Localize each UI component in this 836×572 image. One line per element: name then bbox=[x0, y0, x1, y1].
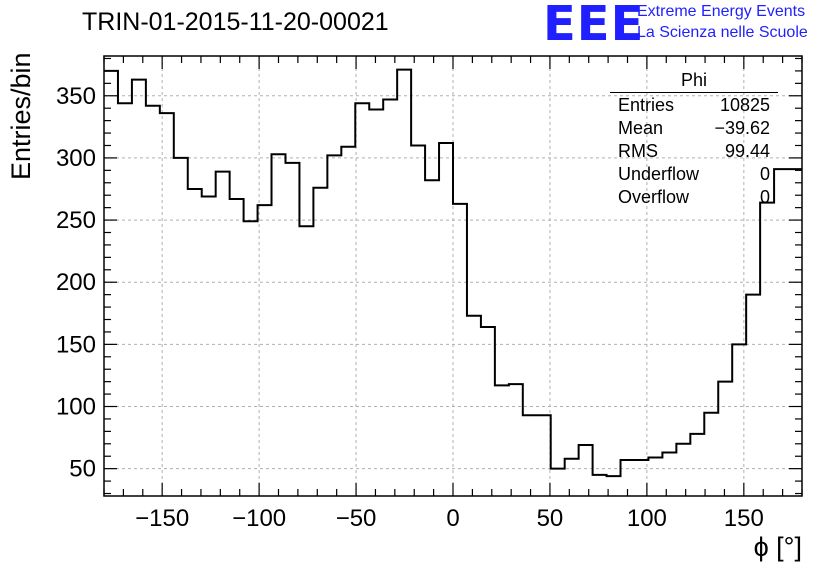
histogram-bin bbox=[425, 180, 439, 496]
histogram-bin bbox=[313, 188, 327, 496]
histogram-bin bbox=[411, 145, 425, 496]
y-tick-label: 300 bbox=[56, 145, 96, 172]
y-tick-label: 200 bbox=[56, 269, 96, 296]
x-tick-label: 0 bbox=[446, 505, 459, 532]
x-tick-label: 50 bbox=[537, 505, 564, 532]
logo-line-1: Extreme Energy Events bbox=[637, 3, 806, 20]
histogram-bin bbox=[202, 196, 216, 496]
histogram-bin bbox=[132, 80, 146, 496]
chart-title: TRIN-01-2015-11-20-00021 bbox=[82, 8, 389, 36]
histogram-bin bbox=[648, 457, 662, 496]
histogram-bin bbox=[565, 459, 579, 496]
histogram-bin bbox=[160, 113, 174, 496]
histogram-bin bbox=[760, 203, 774, 496]
histogram-bin bbox=[509, 384, 523, 496]
histogram-bin bbox=[118, 103, 132, 496]
histogram-bin bbox=[327, 155, 341, 496]
y-tick-labels: 50 100 150 200 250 300 350 bbox=[56, 83, 96, 483]
histogram-bin bbox=[369, 109, 383, 496]
stats-row-mean: Mean −39.62 bbox=[610, 117, 778, 140]
histogram-bin bbox=[690, 434, 704, 496]
stats-label: RMS bbox=[618, 141, 658, 161]
histogram-bin bbox=[383, 100, 397, 496]
stats-label: Underflow bbox=[618, 164, 700, 184]
stats-row-rms: RMS 99.44 bbox=[610, 140, 778, 163]
histogram-bin bbox=[774, 169, 788, 496]
histogram-bin bbox=[537, 415, 551, 496]
histogram bbox=[104, 68, 802, 496]
x-axis-label: ϕ [°] bbox=[753, 532, 802, 562]
histogram-bin bbox=[104, 71, 118, 496]
histogram-bin bbox=[299, 226, 313, 496]
histogram-bin bbox=[146, 106, 160, 496]
stats-box: Phi Entries 10825 Mean −39.62 RMS 99.44 … bbox=[610, 70, 778, 209]
histogram-bin bbox=[481, 327, 495, 496]
histogram-bin bbox=[188, 189, 202, 496]
stats-label: Mean bbox=[618, 118, 664, 138]
axis-ticks bbox=[103, 56, 803, 496]
stats-row-overflow: Overflow 0 bbox=[610, 186, 778, 209]
histogram-bin bbox=[676, 444, 690, 496]
stats-row-underflow: Underflow 0 bbox=[610, 163, 778, 186]
eee-logo: EEE bbox=[543, 0, 645, 52]
histogram-bin bbox=[439, 143, 453, 496]
histogram-bin bbox=[355, 103, 369, 496]
y-axis-label: Entries/bin bbox=[6, 52, 36, 180]
histogram-bin bbox=[467, 316, 481, 496]
histogram-bin bbox=[662, 452, 676, 496]
histogram-bin bbox=[579, 445, 593, 496]
y-tick-label: 350 bbox=[56, 83, 96, 110]
stats-label: Overflow bbox=[618, 187, 690, 207]
histogram-bin bbox=[788, 169, 802, 496]
histogram-bin bbox=[718, 382, 732, 496]
stats-value: 0 bbox=[759, 164, 770, 184]
histogram-bin bbox=[453, 204, 467, 496]
histogram-bin bbox=[216, 172, 230, 496]
histogram-bin bbox=[258, 205, 272, 496]
histogram-bin bbox=[495, 385, 509, 496]
logo-line-2: La Scienza nelle Scuole bbox=[637, 24, 808, 41]
histogram-bin bbox=[551, 469, 565, 496]
histogram-bin bbox=[746, 295, 760, 496]
histogram-bin bbox=[174, 158, 188, 496]
x-tick-label: −150 bbox=[135, 505, 189, 532]
stats-name: Phi bbox=[610, 70, 778, 93]
histogram-line bbox=[104, 68, 802, 478]
histogram-bin bbox=[341, 147, 355, 496]
histogram-bin bbox=[704, 413, 718, 496]
stats-value: −39.62 bbox=[714, 118, 770, 138]
y-tick-label: 100 bbox=[56, 394, 96, 421]
stats-value: 0 bbox=[759, 187, 770, 207]
histogram-bin bbox=[272, 154, 286, 496]
histogram-bin bbox=[244, 221, 258, 496]
stats-value: 99.44 bbox=[724, 141, 770, 161]
x-tick-labels: −150 −100 −50 0 50 100 150 bbox=[135, 505, 764, 532]
histogram-bin bbox=[230, 199, 244, 496]
x-tick-label: −50 bbox=[336, 505, 377, 532]
histogram-bin bbox=[397, 70, 411, 496]
histogram-bin bbox=[285, 163, 299, 496]
histogram-bin bbox=[593, 475, 607, 496]
x-tick-label: 100 bbox=[627, 505, 667, 532]
y-tick-label: 50 bbox=[69, 456, 96, 483]
stats-row-entries: Entries 10825 bbox=[610, 94, 778, 117]
y-tick-label: 150 bbox=[56, 331, 96, 358]
x-tick-label: 150 bbox=[724, 505, 764, 532]
y-tick-label: 250 bbox=[56, 207, 96, 234]
stats-label: Entries bbox=[618, 95, 675, 115]
x-tick-label: −100 bbox=[232, 505, 286, 532]
histogram-bin bbox=[732, 344, 746, 496]
stats-value: 10825 bbox=[719, 95, 770, 115]
histogram-bin bbox=[523, 415, 537, 496]
